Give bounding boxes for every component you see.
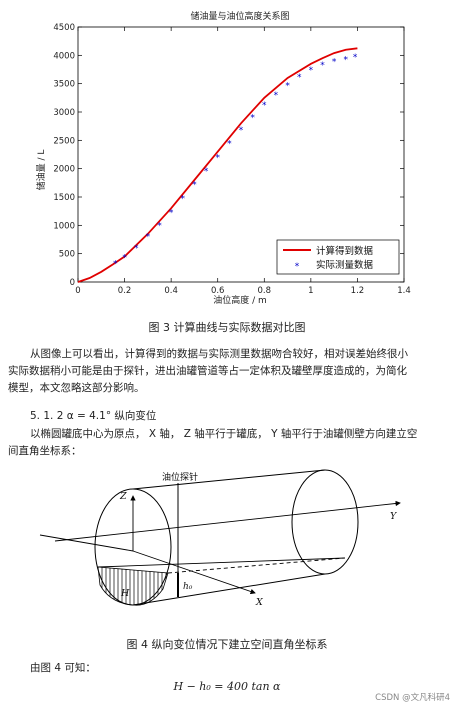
measured-point: *	[157, 221, 162, 231]
measured-point: *	[113, 259, 118, 269]
measured-point: *	[192, 181, 197, 191]
measured-point: *	[309, 66, 314, 76]
measured-point: *	[134, 244, 139, 254]
figure-4-diagram: 油位探针 Z Y X H h₀	[39, 469, 401, 608]
measured-point: *	[227, 140, 232, 150]
legend-label-computed: 计算得到数据	[316, 245, 374, 257]
y-tick-label: 1500	[53, 193, 75, 203]
measured-point: *	[262, 101, 267, 111]
y-tick-label: 2500	[53, 136, 75, 146]
x-tick-label: 0.6	[211, 286, 225, 296]
x-axis-label: 油位高度 / m	[213, 294, 267, 306]
measured-point: *	[215, 153, 220, 163]
y-tick-label: 4000	[53, 51, 75, 61]
measured-point: *	[239, 126, 244, 136]
legend: 计算得到数据 * 实际测量数据	[276, 239, 400, 275]
label-h0: h₀	[183, 582, 193, 592]
series-line-computed	[77, 47, 358, 283]
measured-point: *	[332, 58, 337, 68]
y-tick-label: 3000	[53, 108, 75, 118]
figure-3-chart: 储油量与油位高度关系图 0 0.2 0.4 0.6 0.8 1 1.2 1.4 0 500 1000…	[35, 10, 411, 306]
x-tick-label: 1.4	[397, 286, 411, 296]
oil-surface	[97, 557, 346, 574]
y-tick-label: 3500	[53, 80, 75, 90]
measured-point: *	[353, 53, 358, 63]
measured-point: *	[320, 61, 325, 71]
legend-box	[276, 239, 400, 275]
watermark: CSDN @文凡科研4	[375, 693, 450, 703]
coordinate-axes	[39, 495, 401, 595]
plot-frame	[77, 26, 405, 283]
from-figure-4-text: 由图 4 可知：	[30, 662, 96, 674]
x-tick-label: 1.2	[351, 286, 365, 296]
oil-hatched-region	[97, 566, 169, 606]
x-tick-label: 0.2	[118, 286, 132, 296]
measured-point: *	[250, 114, 255, 124]
measured-point: *	[274, 91, 279, 101]
x-axis-label-3d: X	[255, 597, 264, 608]
paragraph-1-line-1: 从图像上可以看出，计算得到的数据与实际测里数据吻合较好，相对误差始终很小	[30, 348, 408, 360]
figure-4-caption: 图 4 纵向变位情况下建立空间直角坐标系	[126, 638, 328, 651]
y-tick-label: 0	[70, 278, 75, 288]
legend-label-measured: 实际测量数据	[316, 259, 374, 271]
legend-marker-sample: *	[295, 262, 300, 272]
measured-point: *	[181, 195, 186, 205]
section-heading: 5. 1. 2 α = 4.1° 纵向变位	[30, 410, 157, 422]
y-tick-label: 500	[59, 250, 75, 260]
z-axis-label: Z	[119, 491, 127, 502]
paragraph-1-line-2: 实际数据稍小可能是由于探针，进出油罐管道等占一定体积及罐壁厚度造成的，为简化	[8, 365, 407, 377]
measured-point: *	[344, 55, 349, 65]
chart-title: 储油量与油位高度关系图	[190, 10, 289, 22]
measured-point: *	[169, 208, 174, 218]
paragraph-2-line-1: 以椭圆罐底中心为原点， X 轴， Z 轴平行于罐底， Y 轴平行于油罐侧壁方向建…	[30, 428, 418, 440]
y-axis-label: 储油量 / L	[35, 150, 47, 191]
measured-point: *	[122, 254, 127, 264]
x-tick-label: 1	[308, 286, 313, 296]
figure-3-caption: 图 3 计算曲线与实际数据对比图	[148, 321, 306, 334]
y-tick-label: 4500	[53, 23, 75, 33]
equation: H − h₀ = 400 tan α	[173, 680, 281, 693]
y-axis-label-3d: Y	[390, 511, 398, 522]
y-tick-label: 2000	[53, 165, 75, 175]
measured-point: *	[204, 167, 209, 177]
label-H: H	[120, 588, 130, 599]
x-tick-label: 0.4	[164, 286, 178, 296]
measured-point: *	[285, 81, 290, 91]
paragraph-1-line-3: 模型，本文忽略这部分影响。	[8, 382, 145, 394]
measured-point: *	[297, 73, 302, 83]
y-tick-label: 1000	[53, 221, 75, 231]
x-tick-label: 0.8	[258, 286, 272, 296]
probe-label: 油位探针	[162, 471, 198, 483]
x-tick-label: 0	[75, 286, 80, 296]
paragraph-2-line-2: 间直角坐标系：	[8, 445, 82, 457]
measured-point: *	[146, 233, 151, 243]
